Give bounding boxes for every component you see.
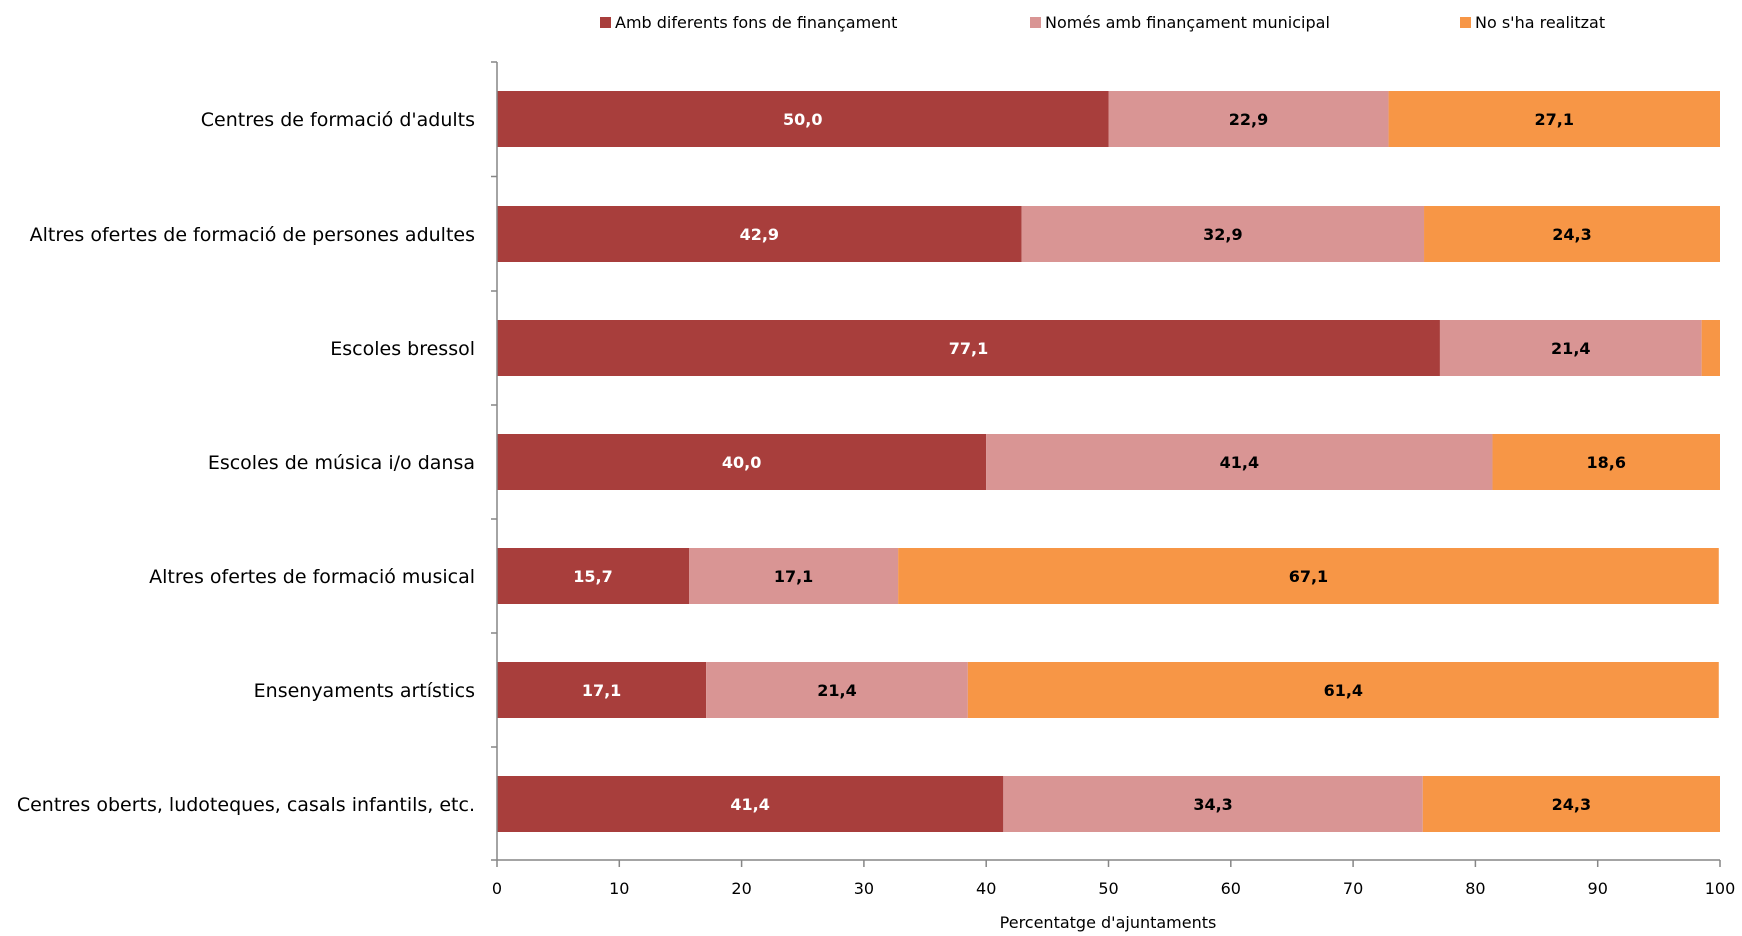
data-label-3-row-4: 18,6: [1587, 453, 1626, 472]
legend-label-3: No s'ha realitzat: [1475, 13, 1605, 32]
bar-segment-3-row-6: [967, 662, 1719, 718]
bar-segment-2-row-4: [986, 434, 1493, 490]
legend: Amb diferents fons de finançament Només a…: [600, 13, 1605, 32]
data-label-1-row-6: 17,1: [582, 681, 621, 700]
bar-segment-1-row-7: [497, 776, 1004, 832]
category-label-3: Escoles bressol: [330, 338, 475, 360]
bar-segment-1-row-3: [497, 320, 1440, 376]
x-tick-label-3: 20: [731, 879, 751, 898]
bar-segment-3-row-4: [1492, 434, 1720, 490]
bar-segment-1-row-2: [497, 206, 1022, 262]
data-label-2-row-6: 21,4: [817, 681, 856, 700]
bar-segment-2-row-3: [1439, 320, 1702, 376]
legend-swatch-3: [1460, 17, 1471, 28]
x-tick-label-4: 30: [854, 879, 874, 898]
bar-segment-3-row-3: [1701, 320, 1720, 376]
category-label-5: Altres ofertes de formació musical: [149, 566, 475, 588]
data-label-1-row-3: 77,1: [949, 339, 988, 358]
axes: Percentatge d'ajuntaments Centres de for…: [17, 61, 1736, 932]
legend-label-2: Només amb finançament municipal: [1045, 13, 1330, 32]
x-tick-label-11: 100: [1705, 879, 1736, 898]
x-tick-label-10: 90: [1588, 879, 1608, 898]
x-tick-label-8: 70: [1343, 879, 1363, 898]
bar-segment-3-row-1: [1388, 91, 1720, 147]
category-label-1: Centres de formació d'adults: [201, 109, 475, 131]
bar-segment-2-row-5: [689, 548, 899, 604]
data-label-2-row-5: 17,1: [774, 567, 813, 586]
category-label-6: Ensenyaments artístics: [254, 680, 475, 702]
x-tick-label-6: 50: [1098, 879, 1118, 898]
data-label-3-row-5: 67,1: [1289, 567, 1328, 586]
bars: 50,0 22,9 27,1 42,9 32,9 24,3 77,1 21,4 40,0 41,4…: [497, 91, 1720, 832]
x-axis-title: Percentatge d'ajuntaments: [1000, 913, 1217, 932]
data-label-2-row-3: 21,4: [1551, 339, 1590, 358]
x-tick-label-9: 80: [1465, 879, 1485, 898]
data-label-3-row-6: 61,4: [1324, 681, 1363, 700]
data-label-2-row-7: 34,3: [1193, 795, 1232, 814]
bar-segment-1-row-1: [497, 91, 1109, 147]
x-tick-label-1: 0: [492, 879, 502, 898]
x-tick-label-5: 40: [976, 879, 996, 898]
bar-segment-1-row-6: [497, 662, 707, 718]
data-label-3-row-1: 27,1: [1535, 110, 1574, 129]
data-label-3-row-2: 24,3: [1552, 225, 1591, 244]
data-label-2-row-4: 41,4: [1220, 453, 1259, 472]
bar-segment-2-row-7: [1003, 776, 1423, 832]
data-label-1-row-5: 15,7: [573, 567, 612, 586]
bar-segment-2-row-6: [706, 662, 968, 718]
data-label-1-row-4: 40,0: [722, 453, 761, 472]
x-tick-label-7: 60: [1221, 879, 1241, 898]
bar-segment-3-row-5: [898, 548, 1719, 604]
data-label-1-row-2: 42,9: [740, 225, 779, 244]
data-label-2-row-1: 22,9: [1229, 110, 1268, 129]
data-label-3-row-7: 24,3: [1552, 795, 1591, 814]
data-label-1-row-1: 50,0: [783, 110, 822, 129]
legend-label-1: Amb diferents fons de finançament: [615, 13, 897, 32]
bar-segment-1-row-5: [497, 548, 690, 604]
category-label-7: Centres oberts, ludoteques, casals infan…: [17, 794, 475, 816]
legend-swatch-1: [600, 17, 611, 28]
category-label-4: Escoles de música i/o dansa: [208, 452, 475, 474]
category-label-2: Altres ofertes de formació de persones a…: [30, 224, 475, 246]
x-tick-label-2: 10: [609, 879, 629, 898]
bar-segment-2-row-1: [1108, 91, 1389, 147]
bar-segment-1-row-4: [497, 434, 987, 490]
data-label-1-row-7: 41,4: [730, 795, 769, 814]
data-label-2-row-2: 32,9: [1203, 225, 1242, 244]
bar-segment-3-row-2: [1424, 206, 1720, 262]
bar-segment-2-row-2: [1021, 206, 1425, 262]
bar-segment-3-row-7: [1422, 776, 1720, 832]
legend-swatch-2: [1030, 17, 1041, 28]
